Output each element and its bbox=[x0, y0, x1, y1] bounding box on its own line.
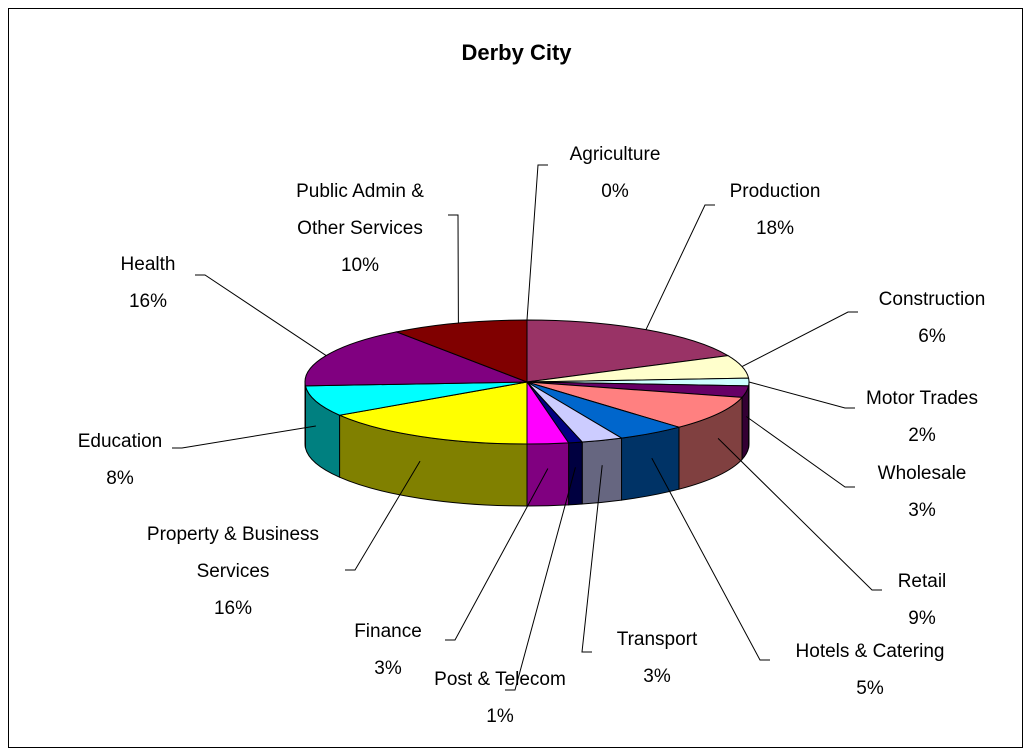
value-label: 10% bbox=[260, 247, 460, 284]
value-label: 2% bbox=[822, 417, 1022, 454]
category-label: Motor Trades bbox=[822, 380, 1022, 417]
chart-title: Derby City bbox=[0, 40, 1033, 66]
category-label: Health bbox=[48, 246, 248, 283]
value-label: 1% bbox=[400, 698, 600, 735]
category-label: Construction bbox=[832, 281, 1032, 318]
value-label: 3% bbox=[822, 492, 1022, 529]
category-label: Property & Business Services bbox=[138, 516, 328, 590]
value-label: 16% bbox=[133, 590, 333, 627]
category-label: Public Admin & Other Services bbox=[295, 173, 425, 247]
category-label: Education bbox=[20, 423, 220, 460]
value-label: 6% bbox=[832, 318, 1032, 355]
value-label: 3% bbox=[288, 650, 488, 687]
value-label: 9% bbox=[822, 600, 1022, 637]
value-label: 16% bbox=[48, 283, 248, 320]
slice-side bbox=[622, 427, 679, 500]
category-label: Production bbox=[675, 173, 875, 210]
category-label: Transport bbox=[557, 621, 757, 658]
value-label: 18% bbox=[675, 210, 875, 247]
category-label: Hotels & Catering bbox=[755, 633, 985, 670]
slice-side bbox=[569, 442, 583, 505]
category-label: Retail bbox=[822, 563, 1022, 600]
category-label: Agriculture bbox=[515, 136, 715, 173]
category-label: Wholesale bbox=[822, 455, 1022, 492]
value-label: 5% bbox=[755, 670, 985, 707]
value-label: 8% bbox=[20, 460, 220, 497]
